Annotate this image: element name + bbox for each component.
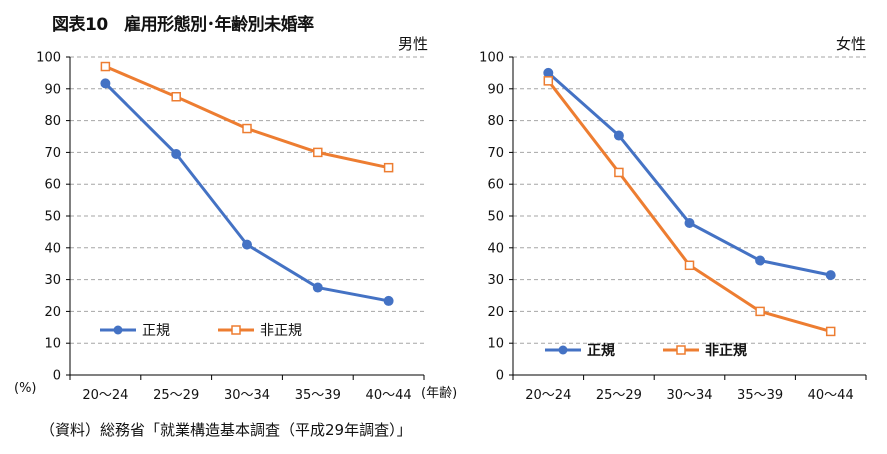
panel2-legend-label: 非正規 — [705, 342, 747, 359]
panel1-y-tick-label: 100 — [36, 51, 61, 66]
panel1-x-tick-label: 40～44 — [366, 388, 412, 403]
panel2-legend-swatch-marker — [676, 345, 686, 355]
panel2-point-regular — [613, 130, 624, 141]
panel2-y-tick-label: 60 — [487, 178, 504, 193]
panel1-y-tick-label: 70 — [44, 146, 61, 161]
panel2-point-regular — [825, 270, 836, 281]
panel1-point-regular — [242, 239, 252, 250]
panel2-point-regular — [684, 217, 695, 228]
panel1-point-nonregular — [313, 147, 323, 158]
panel2-y-tick-label: 40 — [487, 241, 504, 256]
panel2-x-tick-label: 20～24 — [525, 388, 571, 403]
panel2-legend-label: 正規 — [587, 343, 615, 359]
panel2-series-line-nonregular — [547, 79, 832, 333]
panel1-point-nonregular — [383, 162, 394, 173]
panel2-point-nonregular — [684, 260, 695, 271]
panel2-y-tick-label: 70 — [487, 146, 504, 161]
panel1-y-tick-label: 30 — [44, 273, 61, 288]
panel2-x-tick-label: 40～44 — [808, 388, 854, 403]
panel1-point-nonregular — [100, 61, 111, 72]
panel1-y-tick-label: 0 — [53, 369, 61, 384]
panel2-point-nonregular — [543, 76, 554, 86]
panel1-legend-label: 正規 — [142, 323, 170, 339]
panel1-legend-label: 非正規 — [260, 323, 302, 339]
panel1-y-tick-label: 20 — [44, 305, 61, 320]
panel2-series-line-regular — [547, 71, 832, 277]
panel1-point-regular — [312, 282, 323, 293]
panel2-point-regular — [543, 67, 554, 78]
panel1-y-tick-label: 10 — [44, 337, 61, 352]
panel1-y-tick-label: 50 — [44, 210, 61, 225]
panel1-x-tick-label: 25～29 — [153, 388, 199, 403]
panel1-x-unit-label: (年齢) — [421, 386, 457, 401]
panel1-legend-swatch-marker — [231, 325, 241, 335]
panel1-y-tick-label: 60 — [44, 178, 61, 193]
panel2-y-tick-label: 100 — [479, 51, 504, 66]
panel2-point-nonregular — [614, 167, 624, 178]
panel1-y-unit-label: (%) — [14, 381, 37, 396]
panel1-x-tick-label: 30～34 — [224, 388, 270, 403]
panel2-point-regular — [755, 255, 766, 266]
panel2-y-tick-label: 80 — [487, 114, 504, 129]
panel2-point-nonregular — [825, 326, 836, 337]
panel1-point-regular — [383, 295, 394, 306]
panel2-point-nonregular — [755, 306, 765, 317]
panel2-gender-label: 女性 — [836, 35, 866, 53]
panel2-y-tick-label: 50 — [487, 210, 504, 225]
panel2-x-tick-label: 30～34 — [666, 388, 712, 403]
panel1-legend-swatch-marker — [113, 325, 123, 335]
panel1-point-nonregular — [242, 123, 252, 134]
figure-title: 図表10 雇用形態別･年齢別未婚率 — [52, 15, 314, 35]
panel2-y-tick-label: 90 — [487, 82, 504, 97]
panel1-y-tick-label: 40 — [44, 241, 61, 256]
panel2-x-tick-label: 35～39 — [737, 388, 783, 403]
panel2-y-tick-label: 0 — [496, 369, 504, 384]
panel1-point-regular — [171, 148, 182, 159]
panel2-legend-swatch-marker — [558, 345, 568, 355]
source-note: （資料）総務省「就業構造基本調査（平成29年調査）」 — [40, 421, 412, 439]
panel2-y-tick-label: 10 — [487, 337, 504, 352]
panel1-y-tick-label: 80 — [44, 114, 61, 129]
panel1-x-tick-label: 20～24 — [82, 388, 128, 403]
panel1-gender-label: 男性 — [398, 35, 428, 53]
panel1-point-nonregular — [171, 92, 181, 102]
panel2-y-tick-label: 30 — [487, 273, 504, 288]
panel1-series-line-regular — [104, 82, 389, 303]
panel1-x-tick-label: 35～39 — [295, 388, 341, 403]
panel2-x-tick-label: 25～29 — [596, 388, 642, 403]
panel1-point-regular — [100, 78, 111, 89]
panel1-y-tick-label: 90 — [44, 82, 61, 97]
panel2-y-tick-label: 20 — [487, 305, 504, 320]
